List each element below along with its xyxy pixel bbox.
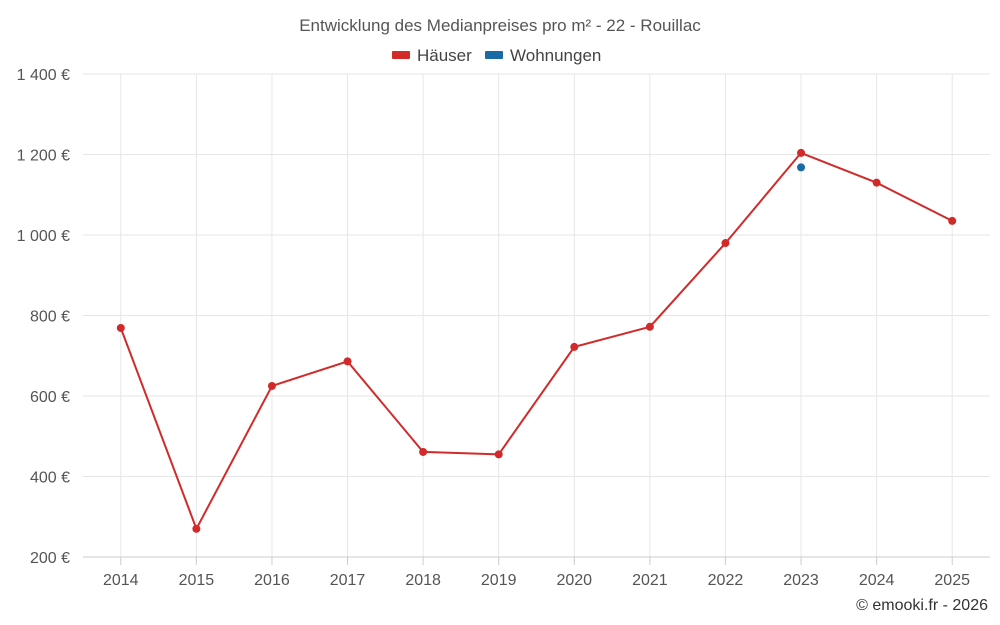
x-axis: 2014 2015 2016 2017 2018 2019 2020 2021 2022 2023… <box>83 556 990 589</box>
x-tick-label: 2017 <box>330 572 366 589</box>
x-tick-label: 2023 <box>783 572 819 589</box>
data-point[interactable] <box>797 148 806 157</box>
data-point[interactable] <box>494 450 503 459</box>
data-point[interactable] <box>872 178 881 187</box>
data-point[interactable] <box>343 357 352 366</box>
legend-swatch <box>485 51 503 59</box>
series-line-1 <box>119 151 953 532</box>
data-point[interactable] <box>721 239 730 248</box>
credit-text: © emooki.fr - 2026 <box>856 597 988 614</box>
data-point[interactable] <box>570 342 579 351</box>
y-tick-label: 400 € <box>30 470 70 487</box>
x-tick-label: 2025 <box>934 572 970 589</box>
data-point[interactable] <box>645 322 654 331</box>
series <box>116 148 957 533</box>
x-tick-label: 2021 <box>632 572 668 589</box>
chart-title: Entwicklung des Medianpreises pro m² - 2… <box>299 16 701 35</box>
legend: Häuser Wohnungen <box>392 46 601 65</box>
legend-label[interactable]: Häuser <box>417 46 472 65</box>
data-point[interactable] <box>797 163 806 172</box>
y-tick-label: 1 400 € <box>17 67 70 84</box>
x-tick-label: 2018 <box>405 572 441 589</box>
data-point[interactable] <box>192 524 201 533</box>
data-point[interactable] <box>116 323 125 332</box>
y-tick-label: 200 € <box>30 550 70 567</box>
data-point[interactable] <box>267 381 276 390</box>
x-tick-label: 2015 <box>179 572 215 589</box>
x-tick-label: 2019 <box>481 572 517 589</box>
legend-label[interactable]: Wohnungen <box>510 46 601 65</box>
x-tick-label: 2022 <box>708 572 744 589</box>
data-point[interactable] <box>948 216 957 225</box>
y-tick-label: 1 200 € <box>17 148 70 165</box>
x-tick-label: 2024 <box>859 572 895 589</box>
grid <box>83 73 990 558</box>
y-axis: 200 € 400 € 600 € 800 € 1 000 € 1 200 € 1 400 … <box>17 67 70 567</box>
x-tick-label: 2014 <box>103 572 139 589</box>
y-tick-label: 1 000 € <box>17 228 70 245</box>
x-tick-label: 2020 <box>556 572 592 589</box>
y-tick-label: 600 € <box>30 389 70 406</box>
x-tick-label: 2016 <box>254 572 290 589</box>
y-tick-label: 800 € <box>30 309 70 326</box>
data-point[interactable] <box>419 447 428 456</box>
legend-swatch <box>392 51 410 59</box>
